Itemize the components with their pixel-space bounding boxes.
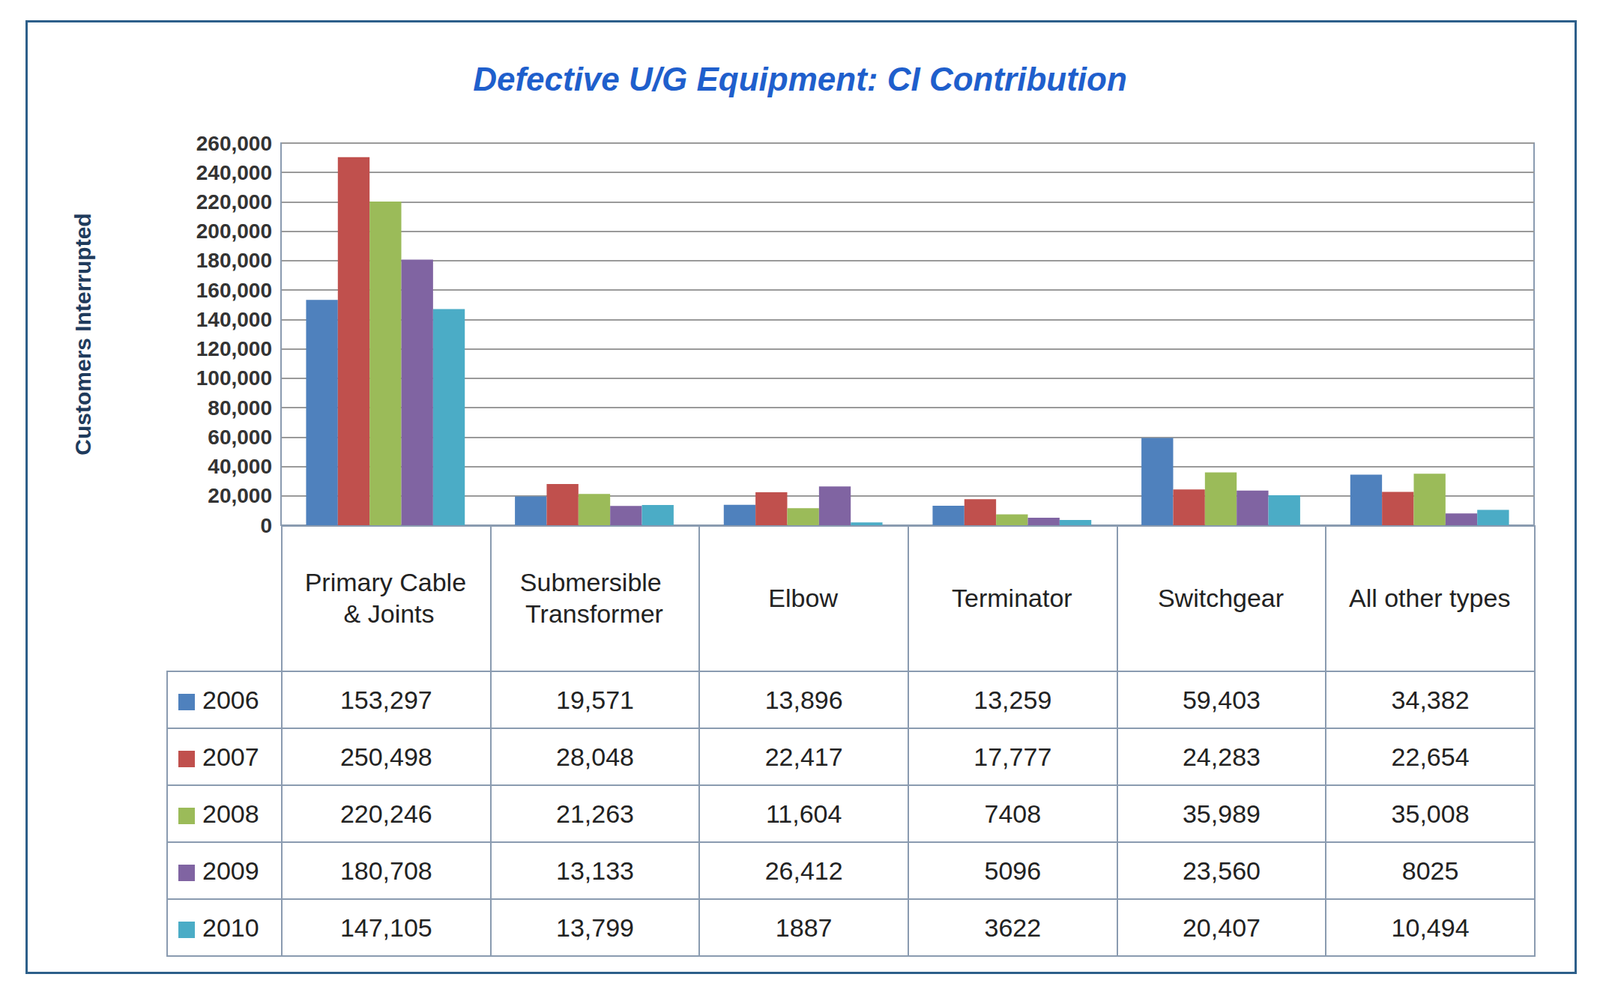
html-text:21,263: 21,263 [556, 799, 635, 828]
html-text:2010: 2010 [202, 913, 259, 942]
html-text:147,105: 147,105 [340, 913, 433, 942]
svg-text:All other types: All other types [1348, 583, 1511, 613]
svg-text:Terminator: Terminator [951, 583, 1073, 613]
html-text:22,654: 22,654 [1391, 742, 1470, 771]
html-text:11,604: 11,604 [765, 799, 842, 828]
html-text:59,403: 59,403 [1182, 685, 1261, 714]
html-text:19,571: 19,571 [556, 685, 635, 714]
svg-text:200,000: 200,000 [196, 219, 273, 243]
html-text:153,297: 153,297 [340, 685, 433, 714]
html-text:35,989: 35,989 [1182, 799, 1261, 828]
html-text:13,896: 13,896 [764, 685, 843, 714]
svg-text:240,000: 240,000 [196, 161, 273, 185]
html-text:180,708: 180,708 [340, 856, 433, 885]
html-text:2006: 2006 [202, 685, 259, 714]
html-text:35,008: 35,008 [1391, 799, 1470, 828]
html-text:2007: 2007 [202, 742, 259, 771]
html-text:28,048: 28,048 [556, 742, 635, 771]
html-text:5096: 5096 [984, 856, 1042, 885]
html-text:23,560: 23,560 [1182, 856, 1261, 885]
html-text:13,133: 13,133 [556, 856, 635, 885]
svg-text:Switchgear: Switchgear [1157, 583, 1284, 613]
svg-text:& Joints: & Joints [336, 599, 434, 629]
svg-text:260,000: 260,000 [196, 131, 273, 156]
html-text:26,412: 26,412 [764, 856, 843, 885]
svg-text:20,000: 20,000 [207, 484, 273, 508]
html-text:22,417: 22,417 [764, 742, 843, 771]
svg-text:100,000: 100,000 [196, 366, 273, 390]
html-text:3622: 3622 [984, 913, 1042, 942]
svg-text:60,000: 60,000 [207, 425, 273, 449]
svg-text:0: 0 [260, 514, 273, 538]
html-text:13,799: 13,799 [556, 913, 635, 942]
svg-text:Transformer: Transformer [525, 599, 664, 629]
svg-text:40,000: 40,000 [207, 454, 273, 479]
html-text:220,246: 220,246 [340, 799, 433, 828]
svg-text:Customers Interrupted: Customers Interrupted [70, 212, 96, 455]
html-text:10,494: 10,494 [1391, 913, 1470, 942]
svg-text:Primary Cable: Primary Cable [305, 568, 467, 597]
html-text:8025: 8025 [1402, 856, 1459, 885]
html-text:20,407: 20,407 [1182, 913, 1261, 942]
svg-text:120,000: 120,000 [196, 337, 273, 361]
svg-text:140,000: 140,000 [196, 308, 273, 332]
html-text:250,498: 250,498 [340, 742, 433, 771]
html-text:2009: 2009 [202, 856, 259, 885]
svg-text:80,000: 80,000 [207, 396, 273, 420]
html-text:34,382: 34,382 [1391, 685, 1470, 714]
svg-text:160,000: 160,000 [196, 278, 273, 303]
html-text:2008: 2008 [202, 799, 259, 828]
html-text:24,283: 24,283 [1182, 742, 1261, 771]
html-text:7408: 7408 [984, 799, 1042, 828]
svg-text:Submersible: Submersible [520, 568, 669, 597]
svg-text:180,000: 180,000 [196, 248, 273, 273]
html-text:13,259: 13,259 [973, 685, 1052, 714]
svg-text:Elbow: Elbow [768, 583, 838, 613]
html-text:1887: 1887 [775, 913, 833, 942]
svg-text:Defective U/G Equipment: CI Co: Defective U/G Equipment: CI Contribution [472, 60, 1128, 98]
svg-text:220,000: 220,000 [196, 190, 273, 214]
html-text:17,777: 17,777 [973, 742, 1052, 771]
